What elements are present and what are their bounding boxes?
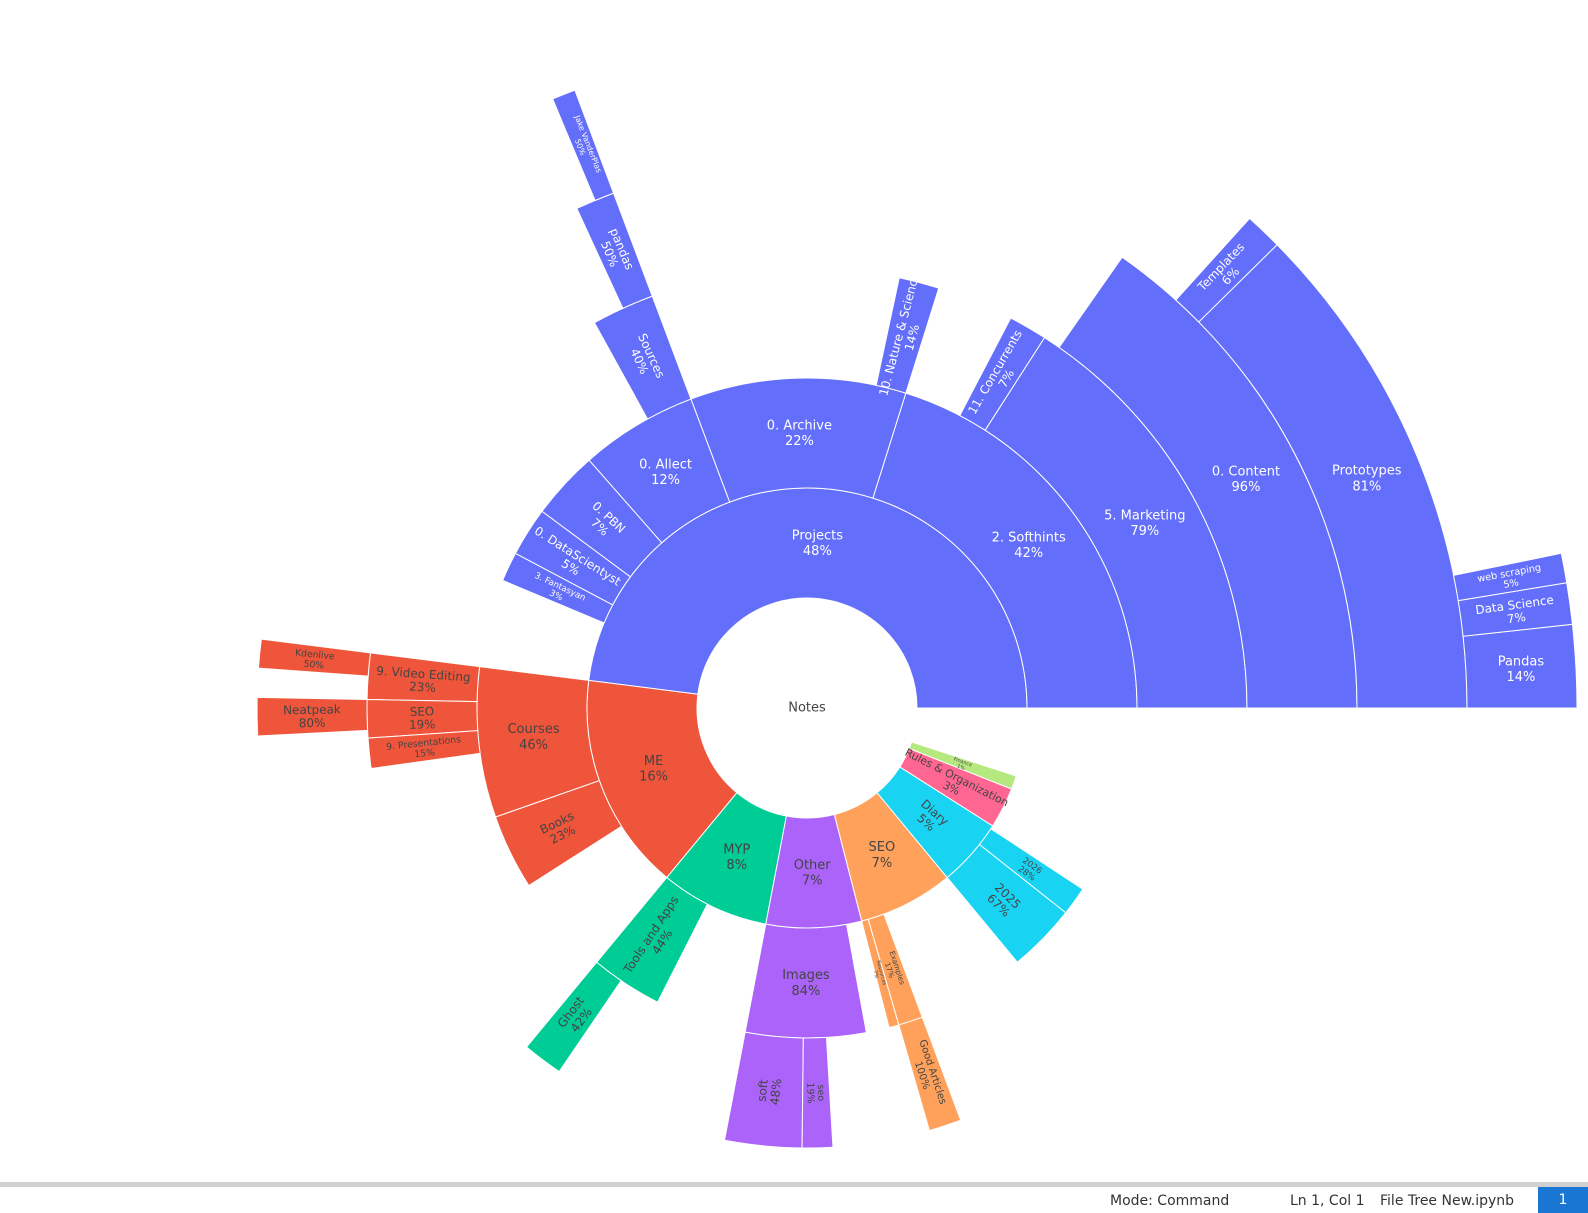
label-value: 50% [303, 658, 325, 671]
sector-label: ME 16% [639, 753, 668, 784]
label-value: 46% [519, 737, 548, 752]
label-value: 48% [767, 1078, 784, 1106]
label-value: 19% [805, 1082, 817, 1103]
sector [898, 1016, 962, 1132]
label-value: 48% [803, 544, 832, 559]
sector [256, 696, 369, 737]
label-value: 7% [802, 873, 823, 888]
label-value: 84% [792, 983, 821, 998]
notification-badge[interactable]: 1 [1538, 1187, 1588, 1213]
label-value: 22% [785, 433, 814, 448]
sector [552, 89, 615, 202]
label-name: Images [782, 968, 830, 983]
label-value: 1% [956, 763, 966, 771]
label-value: 16% [639, 769, 668, 784]
label-value: 15% [414, 747, 436, 760]
label-name: 5. Marketing [1104, 508, 1185, 523]
sector-label: soft48% [754, 1076, 784, 1105]
sector-label: SEO19% [409, 704, 436, 732]
label-value: 14% [1506, 669, 1535, 684]
label-name: 9. Video Editing [376, 663, 471, 684]
label-name: Kdenlive [295, 647, 336, 662]
sector-label: Projects 48% [792, 528, 843, 559]
sector [502, 552, 614, 624]
mode: Mode: Command [1110, 1193, 1230, 1209]
label-value: 14% [901, 323, 921, 352]
sector [801, 1036, 834, 1149]
label-value: 8% [726, 858, 747, 873]
sector [959, 317, 1046, 431]
label-name: Courses [507, 722, 559, 737]
label-value: 42% [1014, 546, 1043, 561]
label-name: Neatpeak [283, 702, 341, 717]
label-value: 7% [872, 970, 880, 979]
status-bar: Mode: Command Ln 1, Col 1 File Tree New.… [0, 1182, 1588, 1213]
label-name: Other [794, 858, 832, 873]
sector-label: Prototypes 81% [1332, 463, 1402, 494]
label-name: seo [815, 1084, 826, 1101]
sector [908, 741, 1017, 790]
label-value: 7% [872, 855, 893, 870]
sector [875, 277, 940, 394]
sunburst-chart: Projects 48%2. Softhints 42%5. Marketing 79… [256, 89, 1578, 1149]
sector-label: 0. Content 96% [1212, 464, 1280, 495]
label-name: MYP [723, 842, 750, 857]
label-value: 5% [1503, 577, 1520, 591]
sector-label: 2. Softhints 42% [992, 530, 1066, 561]
root-label: Notes [788, 701, 826, 716]
sector [1452, 552, 1568, 602]
sector-label: Courses 46% [507, 722, 559, 753]
sector-label: 0. Archive 22% [767, 418, 832, 449]
label-value: 19% [409, 717, 436, 732]
arcs: Projects 48%2. Softhints 42%5. Marketing 79… [256, 89, 1578, 1149]
label-name: 2. Softhints [992, 530, 1066, 545]
label-name: SEO [410, 704, 435, 719]
sector [1175, 217, 1278, 323]
sector-label: Images 84% [782, 968, 830, 999]
sector-label: 9. Video Editing23% [375, 663, 471, 697]
sector-label: seo19% [805, 1082, 827, 1104]
file-name[interactable]: File Tree New.ipynb [1380, 1193, 1515, 1209]
label-value: 12% [651, 472, 680, 487]
sector-label: SEO 7% [869, 840, 896, 871]
sector-label: Other 7% [794, 858, 832, 889]
sector [367, 730, 481, 770]
sector-label: Pandas 14% [1498, 654, 1545, 685]
label-name: Prototypes [1332, 463, 1402, 478]
sector-label: 0. Allect 12% [639, 457, 692, 488]
label-name: Projects [792, 528, 843, 543]
sector [978, 828, 1084, 914]
label-value: 79% [1130, 524, 1159, 539]
sector-label: 5. Marketing 79% [1104, 508, 1185, 539]
label-name: 0. Archive [767, 418, 832, 433]
label-name: Pandas [1498, 654, 1545, 669]
label-value: 80% [299, 715, 326, 729]
cursor-position: Ln 1, Col 1 [1290, 1193, 1365, 1209]
label-name: 0. Content [1212, 464, 1280, 479]
label-name: 0. Allect [639, 457, 692, 472]
label-value: 96% [1232, 480, 1261, 495]
label-name: ME [644, 753, 663, 768]
label-value: 7% [1506, 609, 1527, 625]
label-value: 23% [409, 679, 437, 695]
sector-label: MYP 8% [723, 842, 750, 873]
label-name: SEO [869, 840, 896, 855]
sector-label: Kdenlive50% [294, 647, 336, 672]
sector [257, 638, 372, 677]
sector-label: Neatpeak80% [283, 702, 341, 730]
sector [525, 961, 622, 1073]
label-value: 81% [1352, 479, 1381, 494]
label-name: soft [754, 1078, 770, 1102]
sector [494, 780, 623, 887]
